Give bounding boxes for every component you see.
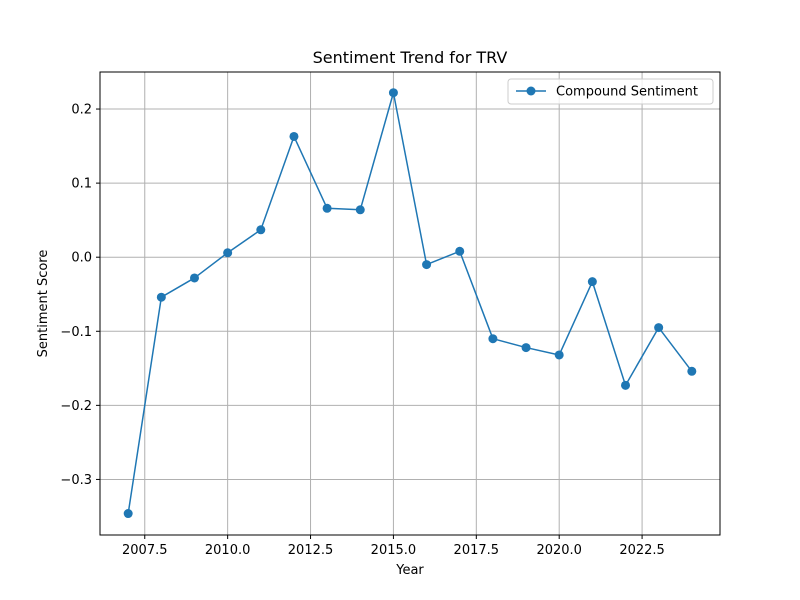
y-tick-label: −0.3 [60, 473, 92, 488]
data-point [654, 323, 664, 333]
series-layer [123, 88, 697, 519]
y-tick-label: 0.0 [71, 251, 92, 266]
data-point [521, 343, 531, 353]
y-tick-label: 0.1 [71, 177, 92, 192]
y-tick-label: −0.1 [60, 325, 92, 340]
data-point [455, 246, 465, 256]
data-point [355, 205, 365, 215]
x-tick-label: 2020.0 [536, 543, 582, 558]
y-tick-label: −0.2 [60, 399, 92, 414]
chart-title: Sentiment Trend for TRV [313, 48, 508, 67]
series-line-compound-sentiment [127, 91, 693, 515]
data-point [687, 366, 697, 376]
y-axis-label: Sentiment Score [36, 250, 51, 358]
data-point [488, 334, 498, 344]
plot-frame [99, 71, 721, 536]
grid-lines [100, 72, 720, 535]
data-point [554, 350, 564, 360]
x-tick-label: 2022.5 [619, 543, 665, 558]
legend-box [507, 78, 714, 105]
data-point [189, 273, 199, 283]
data-point [289, 131, 299, 141]
x-tick-label: 2017.5 [454, 543, 500, 558]
data-point [223, 248, 233, 258]
data-point [621, 380, 631, 390]
x-axis-ticks: 2007.5 2010.0 2012.5 2015.0 2017.5 2020.0 2022… [122, 535, 665, 558]
legend-marker-compound-sentiment [526, 86, 536, 96]
legend-label-compound-sentiment: Compound Sentiment [556, 85, 698, 100]
legend: Compound Sentiment [507, 78, 714, 105]
x-tick-label: 2012.5 [288, 543, 334, 558]
data-point [123, 509, 133, 519]
x-tick-label: 2007.5 [122, 543, 168, 558]
data-point [156, 292, 166, 302]
x-tick-label: 2010.0 [205, 543, 251, 558]
y-tick-label: 0.2 [71, 103, 92, 118]
y-axis-ticks: −0.3 −0.2 −0.1 0.0 0.1 0.2 [60, 103, 100, 488]
data-point [388, 88, 398, 98]
data-point [322, 203, 332, 213]
x-axis-label: Year [395, 563, 424, 578]
x-tick-label: 2015.0 [371, 543, 417, 558]
data-point [587, 277, 597, 287]
data-point [256, 225, 266, 235]
data-point [422, 260, 432, 270]
